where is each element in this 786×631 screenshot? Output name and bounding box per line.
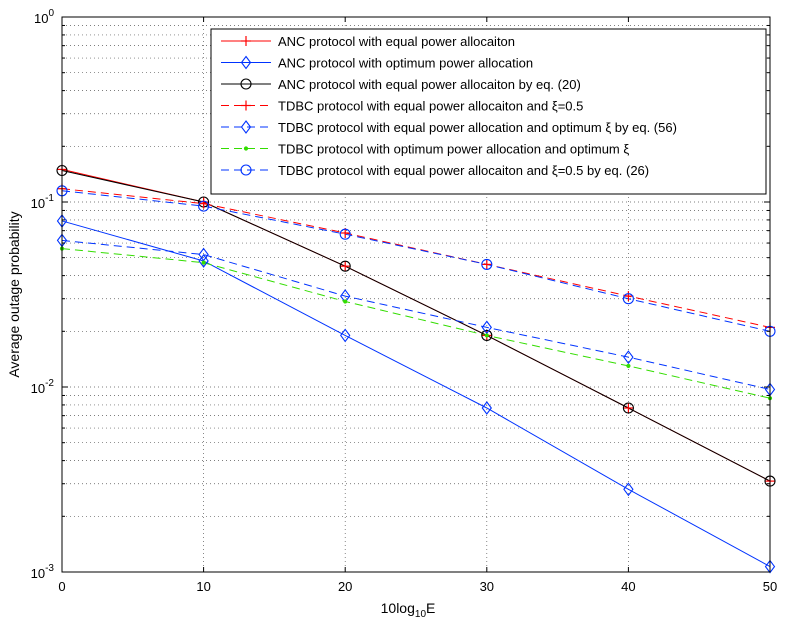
legend-label-3: ANC protocol with equal power allocaiton… xyxy=(278,77,581,92)
series-line-5 xyxy=(61,239,771,390)
series-5-point xyxy=(198,247,209,262)
y-axis-label: Average outage probability xyxy=(6,211,22,377)
series-1-point xyxy=(340,261,351,272)
series-4-point xyxy=(198,198,209,209)
series-2-point xyxy=(481,401,492,415)
series-line-7 xyxy=(61,190,771,332)
x-tick-label: 0 xyxy=(58,579,65,594)
y-tick-label: 10-2 xyxy=(31,378,55,396)
legend-label-6: TDBC protocol with optimum power allocat… xyxy=(278,142,629,157)
series-1-point xyxy=(623,402,634,413)
x-tick-label: 30 xyxy=(480,579,494,594)
legend-marker-7 xyxy=(240,164,252,176)
x-tick-label: 50 xyxy=(763,579,777,594)
y-tick-label: 100 xyxy=(34,8,54,26)
series-4-point xyxy=(481,259,492,270)
series-7-point xyxy=(481,258,493,270)
legend-label-2: ANC protocol with optimum power allocati… xyxy=(278,56,533,71)
series-5-point xyxy=(623,350,634,365)
series-2-point xyxy=(764,559,776,574)
x-tick-label: 20 xyxy=(338,579,352,594)
y-tick-labels: 100 10-1 10-2 10-3 xyxy=(31,8,55,581)
series-6-point xyxy=(626,363,631,369)
series-2-point xyxy=(623,482,634,497)
y-tick-label: 10-3 xyxy=(31,563,55,581)
series-3-point xyxy=(481,329,493,341)
legend-marker-1 xyxy=(241,36,251,46)
series-6-point xyxy=(343,299,348,304)
x-tick-labels: 0 10 20 30 40 50 xyxy=(58,579,777,594)
legend-label-5: TDBC protocol with equal power allocatio… xyxy=(278,120,677,135)
series-line-2 xyxy=(61,220,771,567)
legend-marker-6 xyxy=(243,146,249,151)
legend-marker-2 xyxy=(240,55,252,70)
axis-ticks xyxy=(61,16,771,573)
series-2-point xyxy=(198,254,209,268)
x-tick-label: 40 xyxy=(621,579,635,594)
series-line-4 xyxy=(61,188,771,328)
legend: ANC protocol with equal power allocaiton… xyxy=(210,28,767,195)
legend-marker-3 xyxy=(240,78,252,90)
legend-marker-5 xyxy=(240,120,252,134)
series-6-point xyxy=(201,260,206,265)
series-line-6 xyxy=(61,248,771,399)
series-6-point xyxy=(484,333,489,338)
series-3-point xyxy=(622,402,634,414)
series-4-point xyxy=(623,291,634,302)
series-2-point xyxy=(340,328,351,343)
y-tick-label: 10-1 xyxy=(31,193,55,211)
x-axis-label: 10log10E xyxy=(381,600,436,620)
series-3-point xyxy=(339,260,351,272)
legend-box xyxy=(210,28,767,195)
series-7-point xyxy=(622,293,634,305)
legend-marker-4 xyxy=(241,100,251,111)
legend-label-7: TDBC protocol with equal power allocaito… xyxy=(278,163,649,178)
x-tick-label: 10 xyxy=(196,579,210,594)
series-7-point xyxy=(198,200,210,212)
series-line-3 xyxy=(61,170,771,482)
series-lines xyxy=(61,168,771,567)
series-7-point xyxy=(339,228,351,240)
legend-label-4: TDBC protocol with equal power allocaito… xyxy=(278,99,583,114)
legend-label-1: ANC protocol with equal power allocaiton xyxy=(278,34,515,49)
axes-frame xyxy=(61,16,771,573)
